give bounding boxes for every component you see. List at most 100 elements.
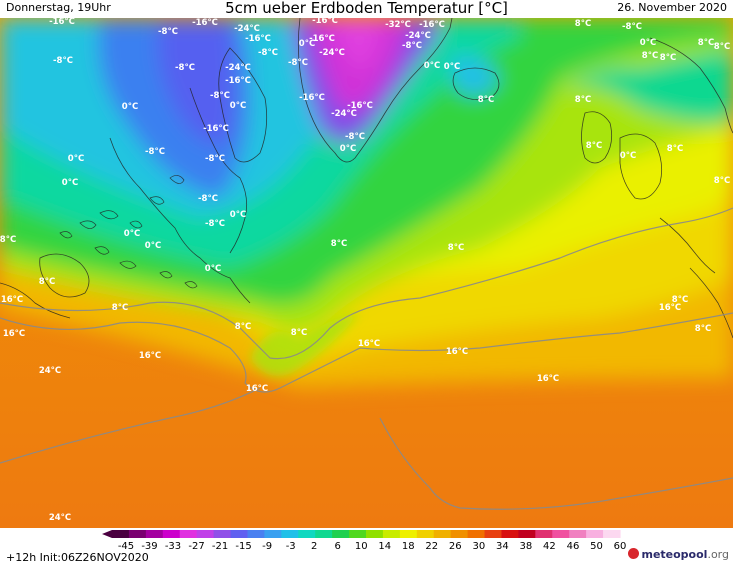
temp-label: -24°C [225,63,251,73]
temp-label: 16°C [446,347,468,357]
temp-label: 16°C [1,295,23,305]
colorbar-swatch [315,530,333,538]
temp-label: -16°C [312,18,338,26]
colorbar-tick-label: -27 [188,541,204,550]
temp-label: -16°C [299,93,325,103]
colorbar-swatch [535,530,553,538]
temp-label: 0°C [299,39,315,49]
colorbar-swatch [552,530,570,538]
colorbar-tick-label: 10 [355,541,368,550]
temp-label: 0°C [230,210,246,220]
temp-label: -16°C [225,76,251,86]
temp-label: 8°C [586,141,602,151]
colorbar: -45 -39 -33 -27 -21 -15 -9 -3 2 6 10 14 18 22 26 30 34 38… [102,530,627,550]
colorbar-swatch [213,530,232,538]
colorbar-tick-label: 46 [567,541,580,550]
temp-label: 16°C [358,339,380,349]
temp-label: -8°C [198,194,218,204]
valid-time: Donnerstag, 19Uhr [6,1,111,14]
temp-label: 8°C [291,328,307,338]
colorbar-swatch [128,530,147,538]
colorbar-swatch [112,530,130,538]
temp-label: 8°C [575,19,591,29]
temp-label: 0°C [444,62,460,72]
colorbar-tick-label: 38 [520,541,533,550]
colorbar-swatch [569,530,587,538]
colorbar-tick-label: 18 [402,541,415,550]
temp-label: 8°C [112,303,128,313]
colorbar-swatch [603,530,621,538]
temp-label: 8°C [714,42,730,52]
colorbar-swatch [450,530,469,538]
colorbar-tick-label: 2 [311,541,317,550]
temp-label: 24°C [49,513,71,523]
temp-label: -16°C [419,20,445,30]
colorbar-tick-label: 60 [614,541,627,550]
map-footer: -45 -39 -33 -27 -21 -15 -9 -3 2 6 10 14 18 22 26 30 34 38… [0,528,733,566]
colorbar-tick-label: 42 [543,541,556,550]
colorbar-tick-label: 6 [335,541,341,550]
temp-label: -8°C [205,219,225,229]
logo-suffix: .org [707,548,729,561]
temp-label: 0°C [424,61,440,71]
temp-label: 8°C [0,235,16,245]
temp-label: -8°C [175,63,195,73]
temp-label: 0°C [640,38,656,48]
map-labels: -16°C -16°C -16°C -32°C -16°C 8°C -8°C-8°C -24°… [0,18,730,523]
meteopool-logo-icon [628,548,640,559]
temp-label: -16°C [49,18,75,27]
temp-label: 0°C [205,264,221,274]
temp-label: 0°C [340,144,356,154]
colorbar-swatch [366,530,384,538]
colorbar-swatch [281,530,299,538]
temp-label: -8°C [288,58,308,68]
temp-label: -16°C [203,124,229,134]
isotherm-contours [0,207,733,510]
temp-label: -8°C [158,27,178,37]
colorbar-swatch [416,530,435,538]
temp-label: -24°C [319,48,345,58]
colorbar-tick-label: 26 [449,541,462,550]
temp-label: 16°C [537,374,559,384]
temp-label: -24°C [331,109,357,119]
temp-label: 8°C [478,95,494,105]
temp-label: -8°C [258,48,278,58]
temp-label: -8°C [145,147,165,157]
colorbar-tick-label: -3 [286,541,296,550]
temp-label: 16°C [139,351,161,361]
temp-label: 0°C [124,229,140,239]
temp-label: 8°C [698,38,714,48]
colorbar-swatch [382,530,401,538]
colorbar-tick-label: -33 [165,541,181,550]
temp-label: -24°C [405,31,431,41]
colorbar-swatch [467,530,486,538]
temp-label: 16°C [659,303,681,313]
temp-label: -8°C [53,56,73,66]
colorbar-swatch [145,530,164,538]
colorbar-swatch [298,530,316,538]
colorbar-tick-label: -39 [141,541,157,550]
colorbar-arrow [102,530,112,538]
colorbar-swatch [264,530,282,538]
init-time: +12h Init:06Z26NOV2020 [6,551,149,564]
colorbar-swatch [518,530,536,538]
temp-label: 0°C [620,151,636,161]
colorbar-tick-label: 30 [473,541,486,550]
temp-label: 8°C [714,176,730,186]
temp-label: 0°C [62,178,78,188]
colorbar-swatch [433,530,452,538]
temp-label: -16°C [192,18,218,28]
temp-label: -16°C [245,34,271,44]
colorbar-tick-label: 14 [378,541,391,550]
colorbar-swatch [162,530,181,538]
temp-label: 24°C [39,366,61,376]
temp-label: -24°C [234,24,260,34]
temp-label: 8°C [575,95,591,105]
colorbar-swatch [247,530,265,538]
temp-label: 16°C [3,329,25,339]
colorbar-swatch [586,530,604,538]
temp-label: -8°C [205,154,225,164]
temp-label: -8°C [345,132,365,142]
temp-label: -8°C [210,91,230,101]
temp-label: 8°C [331,239,347,249]
